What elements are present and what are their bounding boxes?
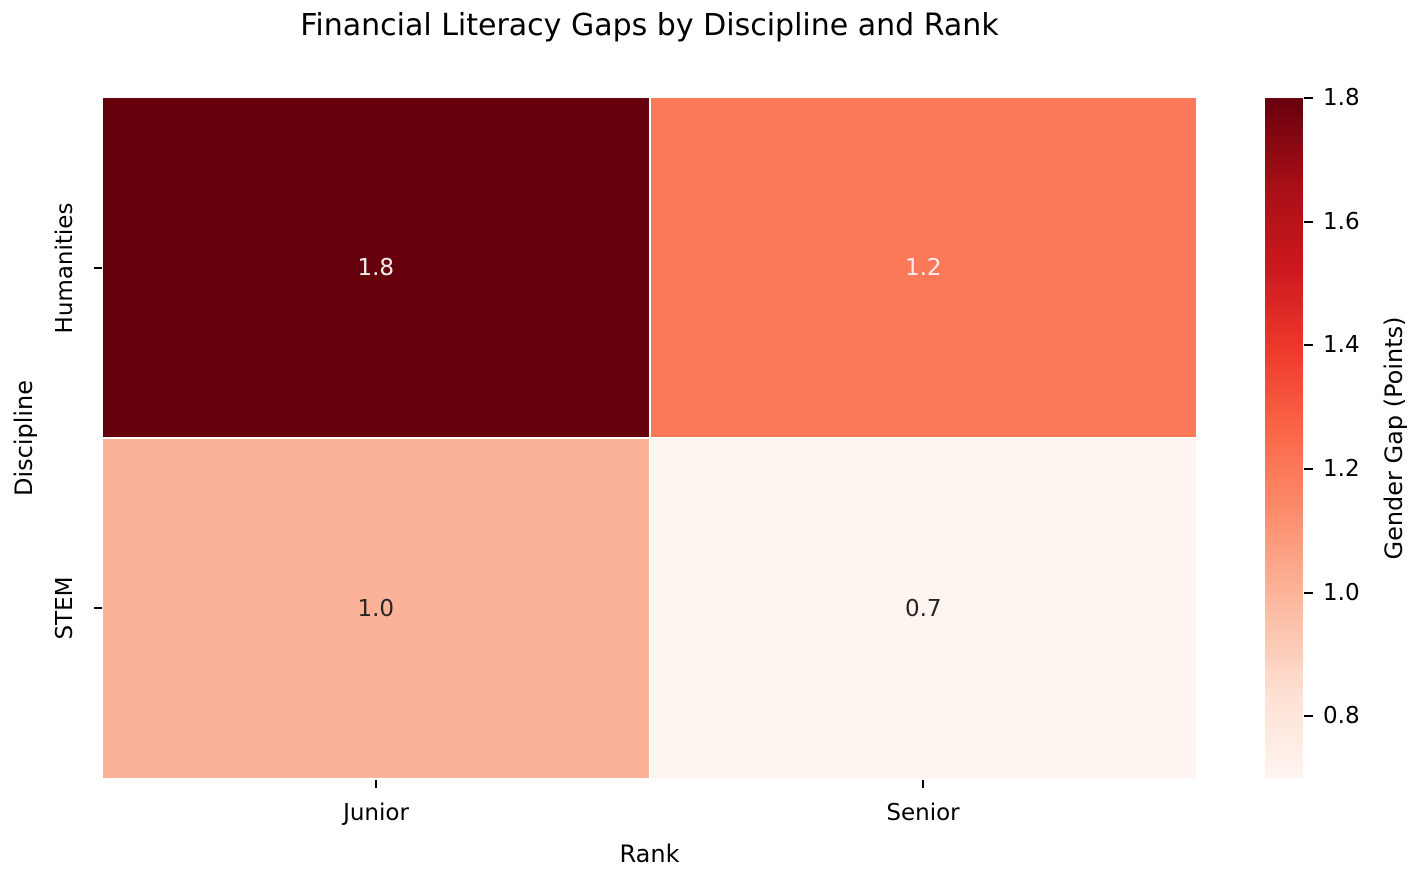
x-tick-label-senior: Senior (886, 800, 960, 826)
colorbar-tick-mark (1304, 221, 1313, 223)
chart-title: Financial Literacy Gaps by Discipline an… (300, 8, 999, 43)
colorbar-tick-label: 1.0 (1323, 580, 1360, 606)
x-tick-mark-junior (375, 780, 377, 788)
x-axis-label: Rank (619, 840, 680, 868)
heatmap-cell-humanities-junior: 1.8 (103, 98, 649, 437)
colorbar-tick-mark (1304, 715, 1313, 717)
colorbar-tick-mark (1304, 344, 1313, 346)
y-tick-mark-humanities (94, 267, 102, 269)
colorbar-tick-mark (1304, 97, 1313, 99)
colorbar-tick-label: 1.8 (1323, 85, 1360, 111)
colorbar-tick-label: 1.6 (1323, 209, 1360, 235)
y-tick-mark-stem (94, 607, 102, 609)
colorbar-axis-label: Gender Gap (Points) (1380, 316, 1408, 560)
x-tick-label-junior: Junior (343, 800, 409, 826)
y-tick-label-humanities: Humanities (52, 202, 78, 334)
colorbar-tick-mark (1304, 592, 1313, 594)
x-tick-mark-senior (922, 780, 924, 788)
heatmap-cell-stem-senior: 0.7 (650, 439, 1196, 778)
colorbar-tick-label: 0.8 (1323, 703, 1360, 729)
colorbar-gradient (1265, 98, 1303, 778)
y-axis-label: Discipline (10, 379, 38, 497)
y-tick-label-stem: STEM (52, 576, 78, 640)
heatmap-plot-area: 1.8 1.2 1.0 0.7 (103, 98, 1196, 778)
colorbar-tick-label: 1.4 (1323, 332, 1360, 358)
colorbar-tick-mark (1304, 468, 1313, 470)
colorbar-tick-label: 1.2 (1323, 456, 1360, 482)
heatmap-cell-stem-junior: 1.0 (103, 439, 649, 778)
heatmap-cell-humanities-senior: 1.2 (650, 98, 1196, 437)
